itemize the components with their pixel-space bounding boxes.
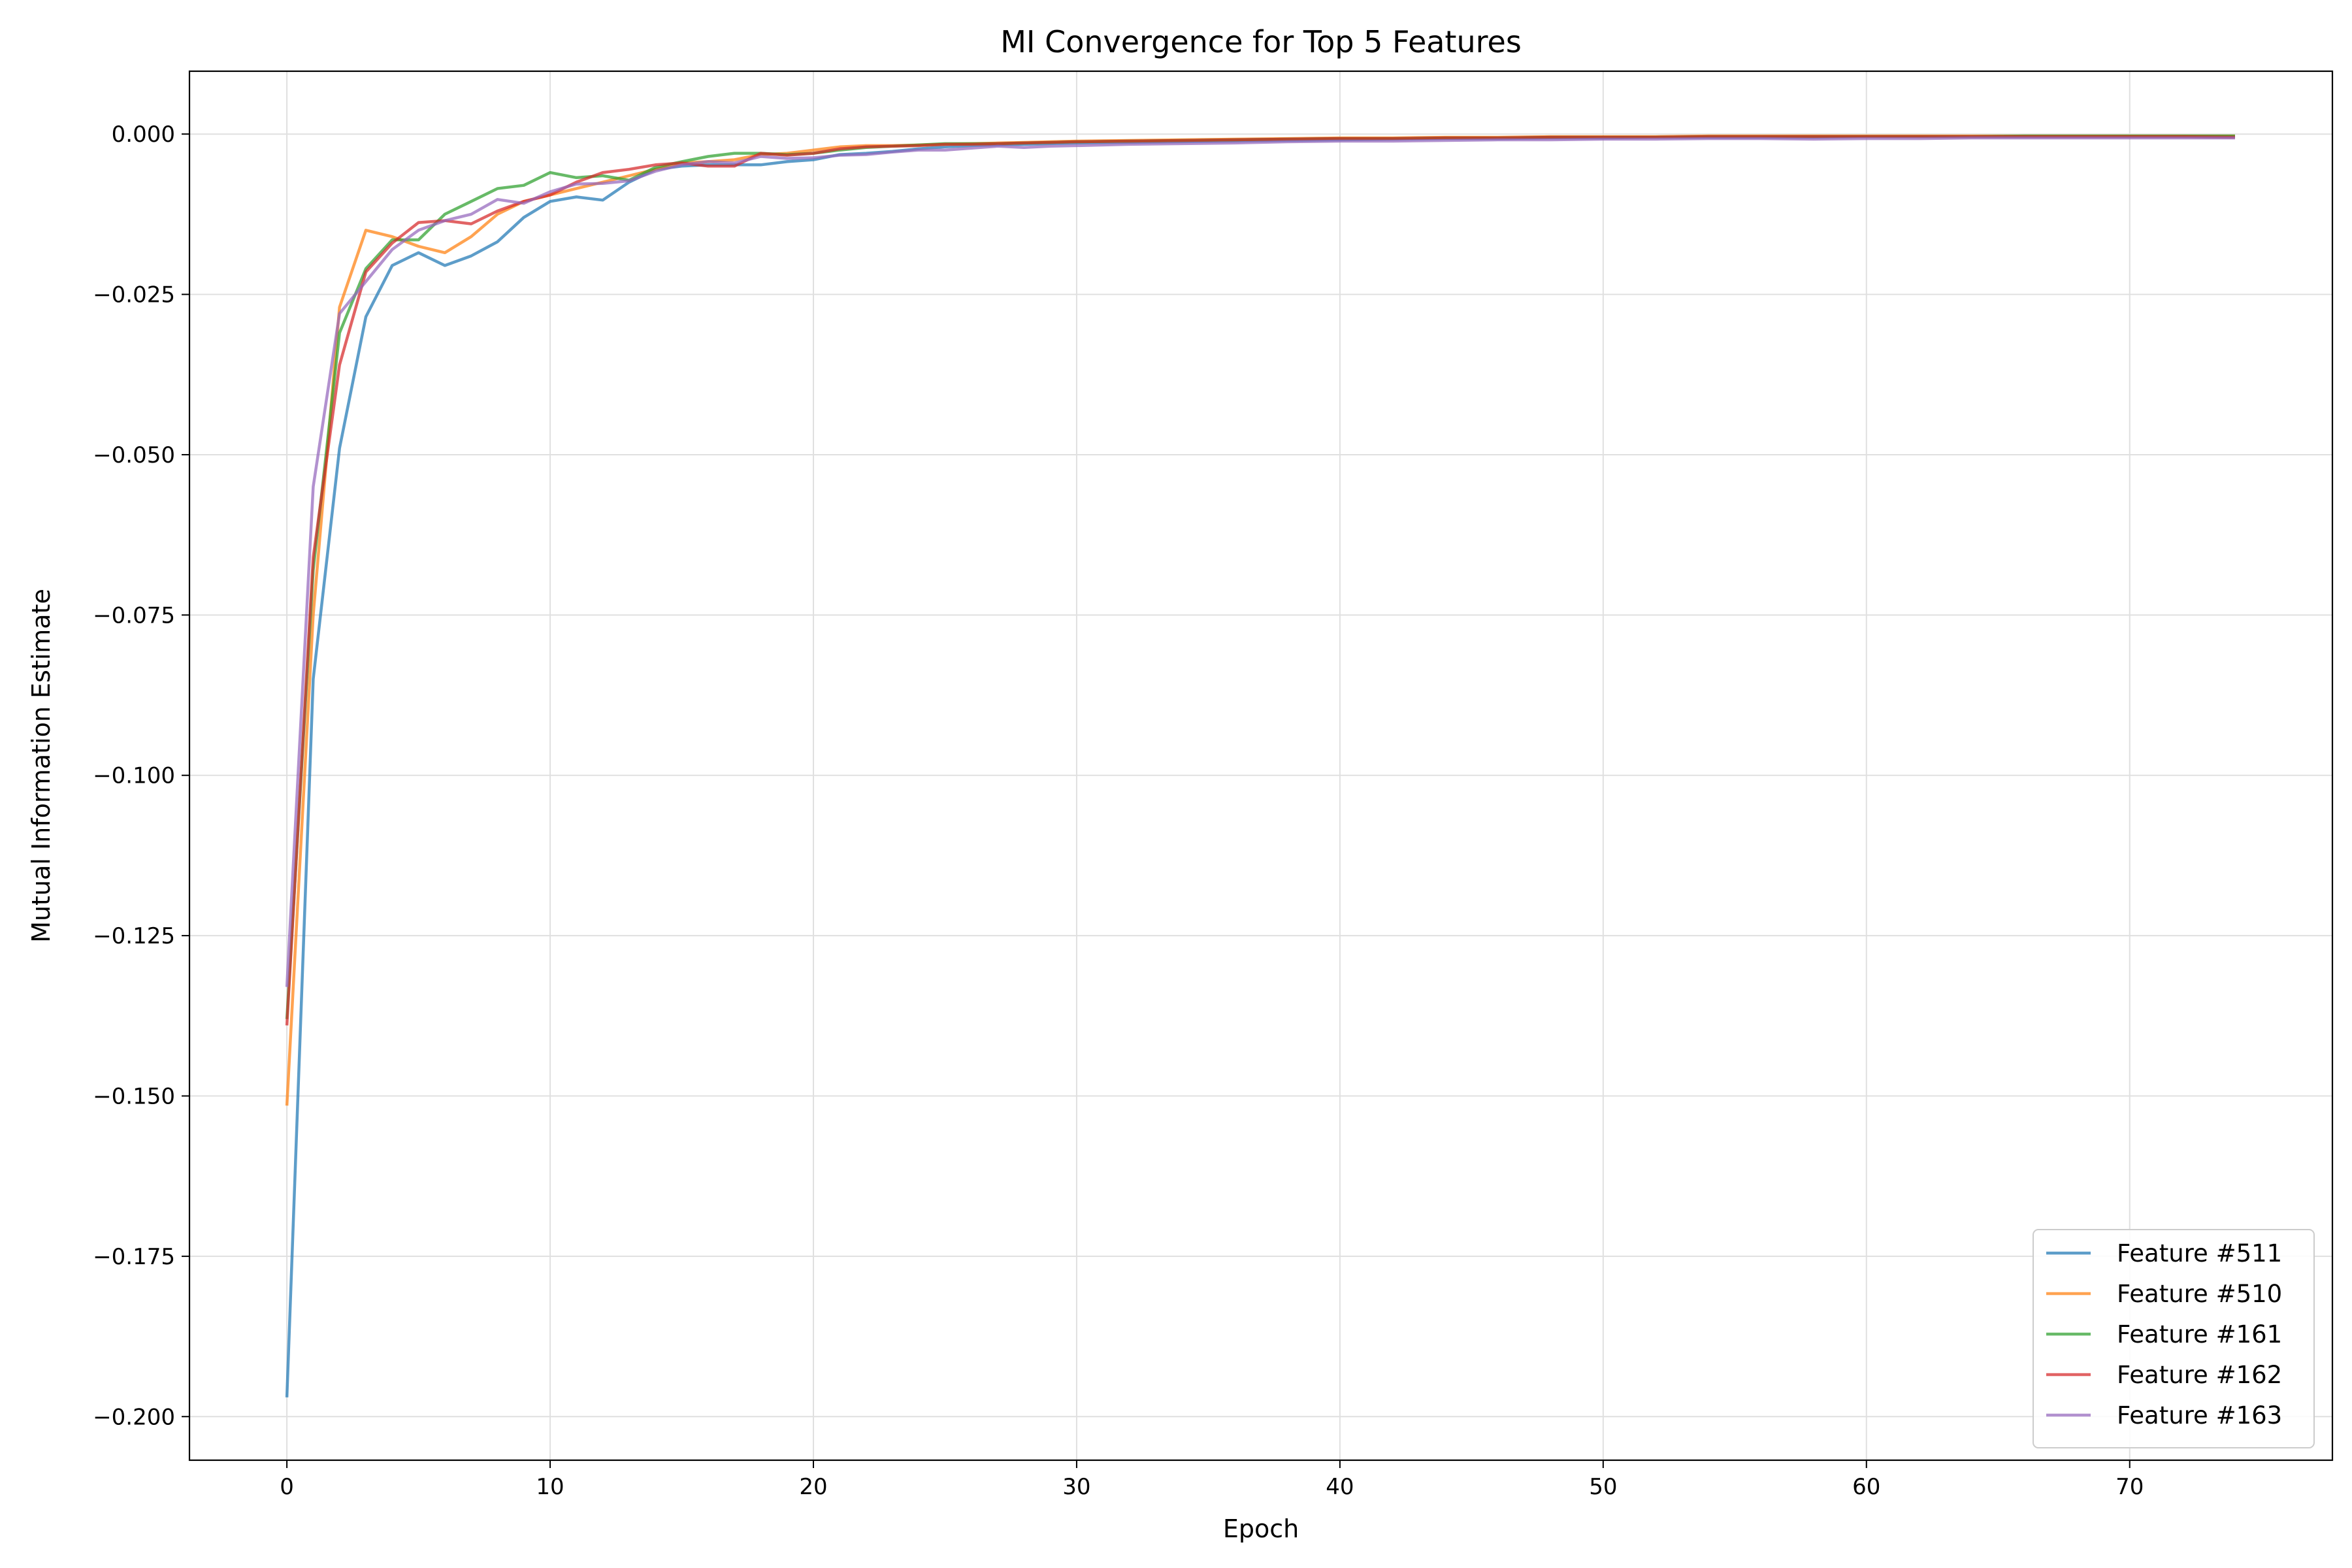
x-axis-title: Epoch bbox=[1223, 1514, 1299, 1543]
plot-frame bbox=[188, 70, 2334, 1462]
x-tick-label: 50 bbox=[1589, 1474, 1617, 1500]
legend-label: Feature #162 bbox=[2117, 1361, 2282, 1389]
y-axis-title: Mutual Information Estimate bbox=[27, 589, 56, 943]
y-tick-label: −0.050 bbox=[93, 442, 175, 468]
y-tick-label: 0.000 bbox=[112, 122, 175, 148]
x-axis-ticks: 0 10 20 30 40 50 60 70 bbox=[280, 1460, 2144, 1500]
y-tick-label: −0.200 bbox=[93, 1404, 175, 1430]
legend-label: Feature #163 bbox=[2117, 1401, 2282, 1429]
y-tick-label: −0.175 bbox=[93, 1244, 175, 1270]
x-tick-label: 10 bbox=[536, 1474, 564, 1500]
x-tick-label: 60 bbox=[1852, 1474, 1880, 1500]
y-tick-label: −0.125 bbox=[93, 923, 175, 949]
chart-title: MI Convergence for Top 5 Features bbox=[1000, 24, 1522, 59]
x-tick-label: 20 bbox=[799, 1474, 827, 1500]
series-line-feature162 bbox=[285, 135, 2235, 1026]
y-tick-label: −0.025 bbox=[93, 282, 175, 308]
legend-label: Feature #510 bbox=[2117, 1280, 2282, 1308]
x-tick-label: 0 bbox=[280, 1474, 294, 1500]
legend-label: Feature #511 bbox=[2117, 1239, 2282, 1267]
legend: Feature #511 Feature #510 Feature #161 Feat… bbox=[2033, 1229, 2315, 1448]
y-tick-label: −0.100 bbox=[93, 763, 175, 789]
y-tick-label: −0.075 bbox=[93, 602, 175, 629]
x-tick-label: 70 bbox=[2115, 1474, 2144, 1500]
legend-label: Feature #161 bbox=[2117, 1320, 2282, 1348]
grid-lines bbox=[189, 71, 2332, 1460]
series-line-feature163 bbox=[285, 136, 2235, 987]
legend-box bbox=[2033, 1229, 2315, 1448]
x-tick-label: 30 bbox=[1062, 1474, 1090, 1500]
series-lines bbox=[285, 134, 2235, 1397]
y-tick-label: −0.150 bbox=[93, 1083, 175, 1109]
x-tick-label: 40 bbox=[1326, 1474, 1354, 1500]
y-axis-ticks: 0.000 −0.025 −0.050 −0.075 −0.100 −0.125 −0.15… bbox=[93, 122, 189, 1430]
